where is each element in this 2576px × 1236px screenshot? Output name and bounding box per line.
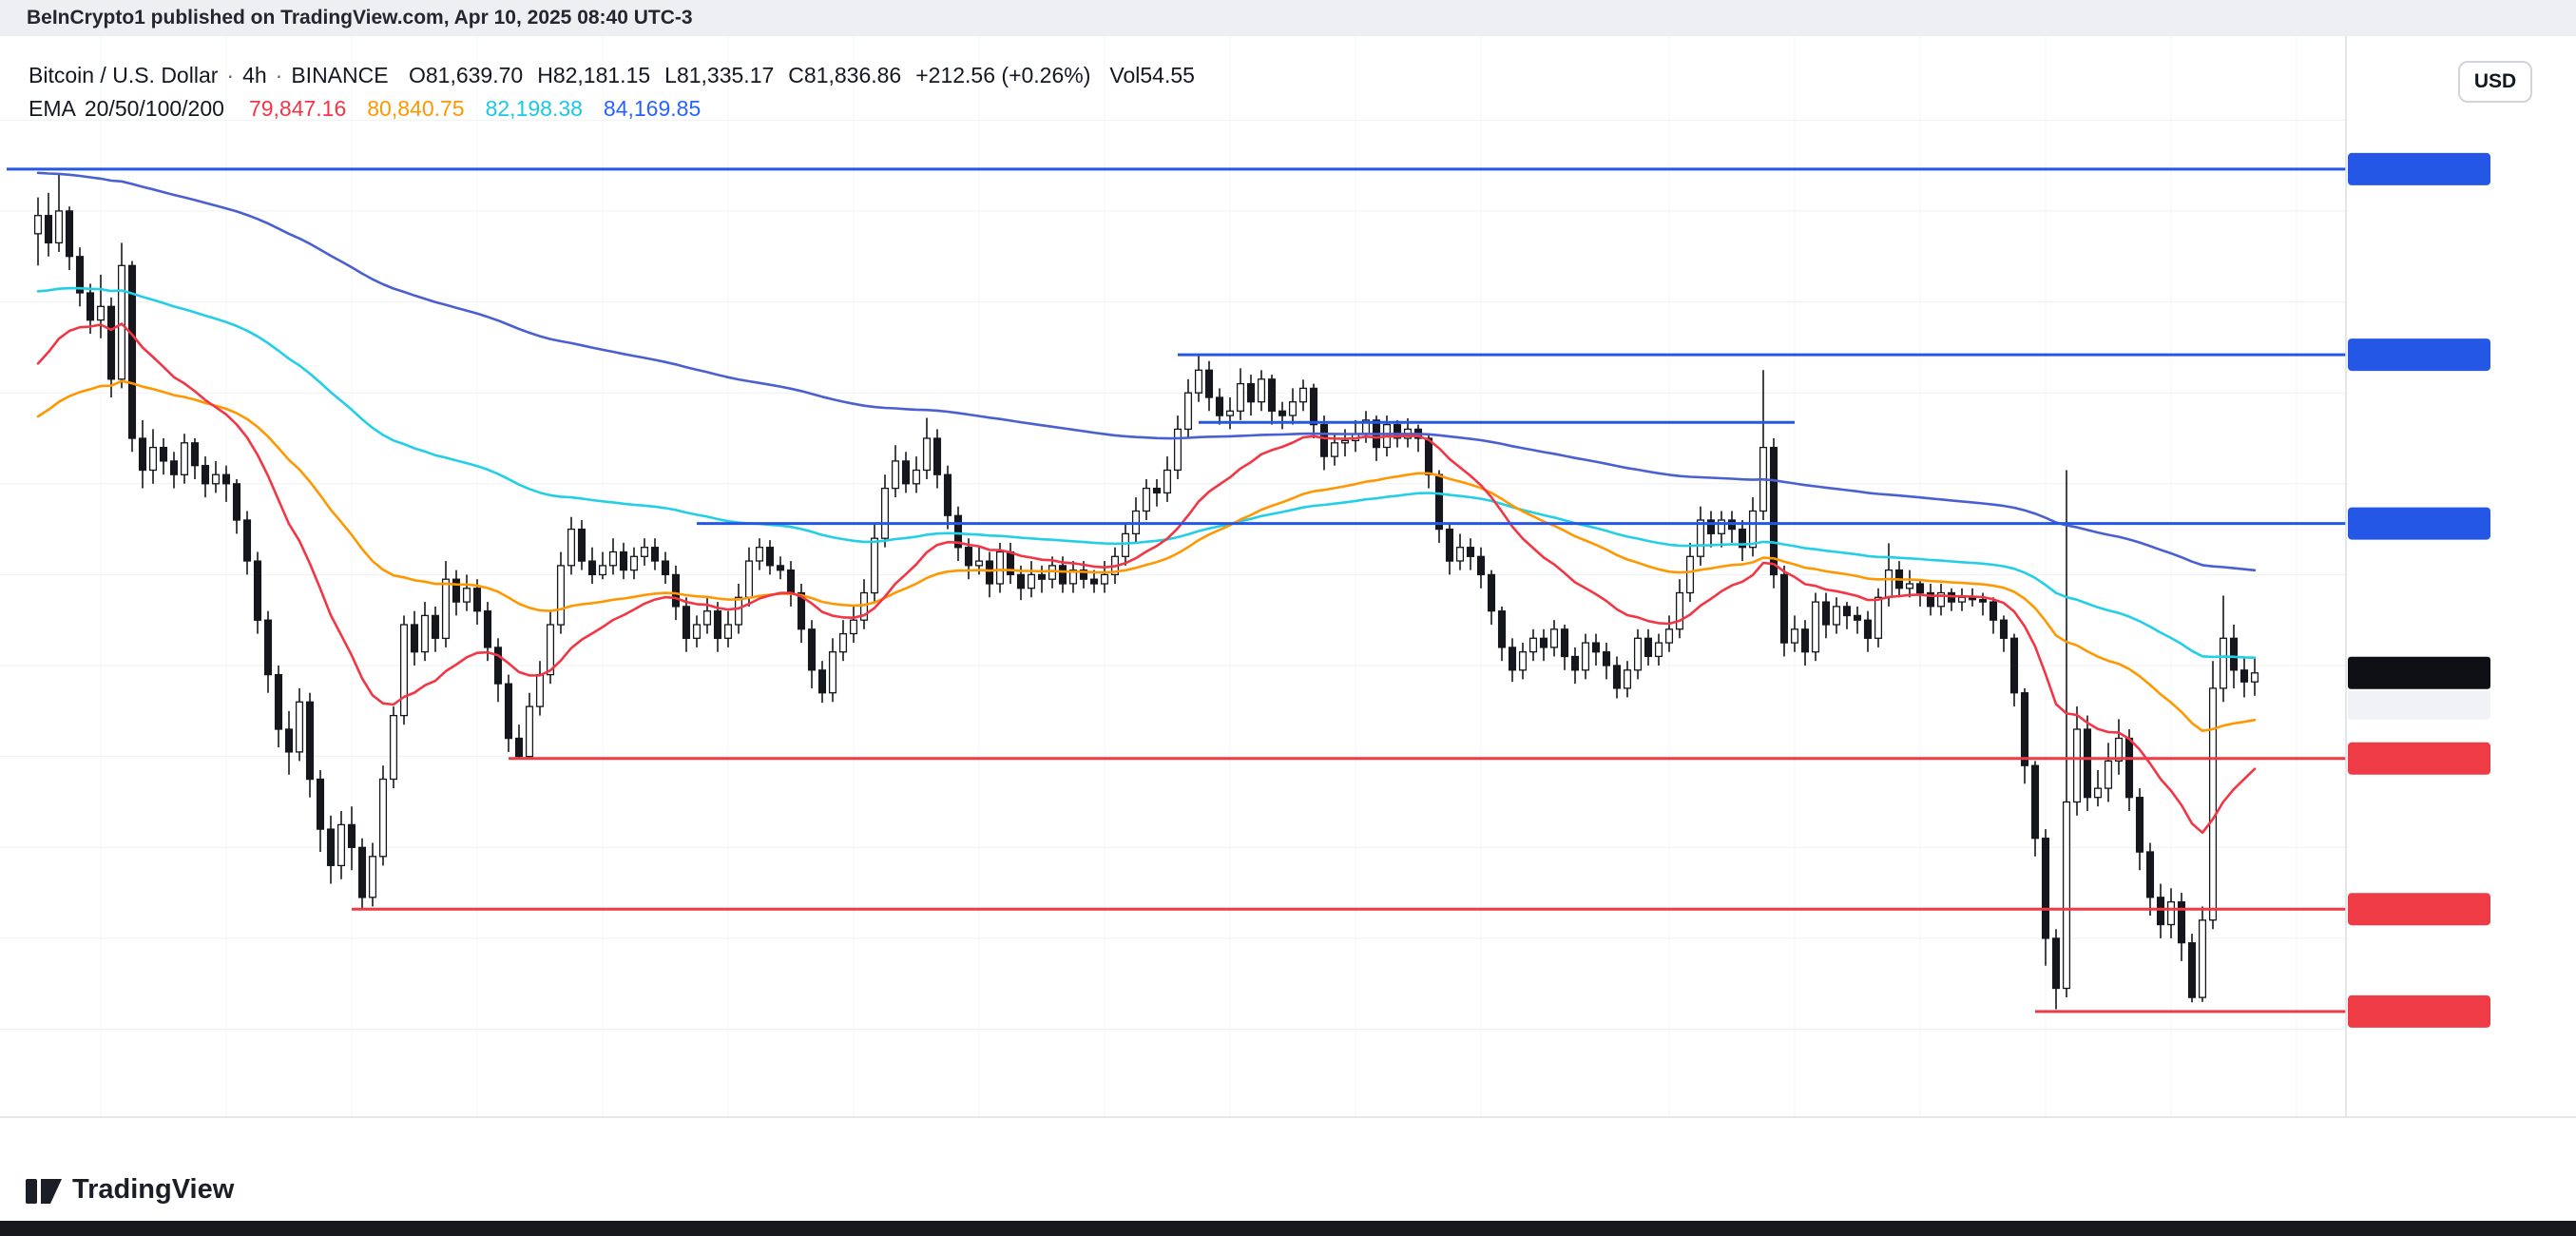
level-price-label	[2348, 507, 2490, 540]
level-price-label	[2348, 893, 2490, 926]
ema-layer	[36, 171, 2257, 835]
level-price-label	[2348, 338, 2490, 372]
separator-dot: ·	[275, 63, 283, 87]
low-value: 81,335.17	[676, 63, 775, 87]
tradingview-logo-icon	[26, 1179, 62, 1204]
open-label: O	[408, 63, 426, 87]
interval-label[interactable]: 4h	[242, 63, 267, 87]
ema20-value: 79,847.16	[248, 96, 347, 121]
low-label: L	[664, 63, 677, 87]
indicator-row: EMA 20/50/100/200 79,847.16 80,840.75 82,198…	[29, 92, 1195, 126]
bar-countdown	[2348, 690, 2490, 720]
tradingview-brand[interactable]: TradingView	[25, 1173, 234, 1206]
exchange-label[interactable]: BINANCE	[291, 63, 389, 87]
tradingview-logo-text: TradingView	[72, 1173, 235, 1205]
level-price-label	[2348, 742, 2490, 775]
page-bottom-strip	[0, 1221, 2576, 1236]
level-price-label	[2348, 152, 2490, 185]
high-value: 82,181.15	[552, 63, 651, 87]
attribution-text: BeInCrypto1 published on TradingView.com…	[27, 7, 693, 29]
ema200-value: 84,169.85	[603, 96, 702, 121]
open-value: 81,639.70	[425, 63, 524, 87]
open-pair: O81,639.70	[409, 63, 523, 87]
indicator-params: 20/50/100/200	[84, 96, 224, 121]
close-value: 81,836.86	[803, 63, 902, 87]
currency-label: USD	[2473, 70, 2517, 92]
change-value: +212.56 (+0.26%)	[915, 63, 1091, 87]
ema-20-line	[36, 322, 2257, 835]
symbol-title[interactable]: Bitcoin / U.S. Dollar	[29, 63, 219, 87]
high-pair: H82,181.15	[537, 63, 650, 87]
candles-layer[interactable]	[33, 174, 2259, 1010]
separator-dot: ·	[226, 63, 235, 87]
low-pair: L81,335.17	[664, 63, 774, 87]
ema100-value: 82,198.38	[485, 96, 583, 121]
symbol-row: Bitcoin / U.S. Dollar · 4h · BINANCE O81,639…	[29, 59, 1195, 92]
chart-legend: Bitcoin / U.S. Dollar · 4h · BINANCE O81,639…	[29, 59, 1195, 126]
volume-value: 54.55	[1140, 63, 1195, 87]
volume-label: Vol	[1109, 63, 1141, 87]
ema-200-line	[36, 171, 2257, 572]
current-price-label	[2348, 656, 2490, 689]
levels-layer[interactable]	[7, 167, 2346, 1014]
currency-toggle-button[interactable]: USD	[2458, 61, 2532, 103]
high-label: H	[537, 63, 553, 87]
close-pair: C81,836.86	[788, 63, 901, 87]
ema50-value: 80,840.75	[367, 96, 465, 121]
attribution-bar: BeInCrypto1 published on TradingView.com…	[0, 0, 2576, 36]
level-price-label	[2348, 995, 2490, 1028]
ema-100-line	[36, 286, 2257, 660]
close-label: C	[788, 63, 804, 87]
indicator-name[interactable]: EMA	[29, 96, 76, 121]
ema-50-line	[36, 379, 2257, 733]
